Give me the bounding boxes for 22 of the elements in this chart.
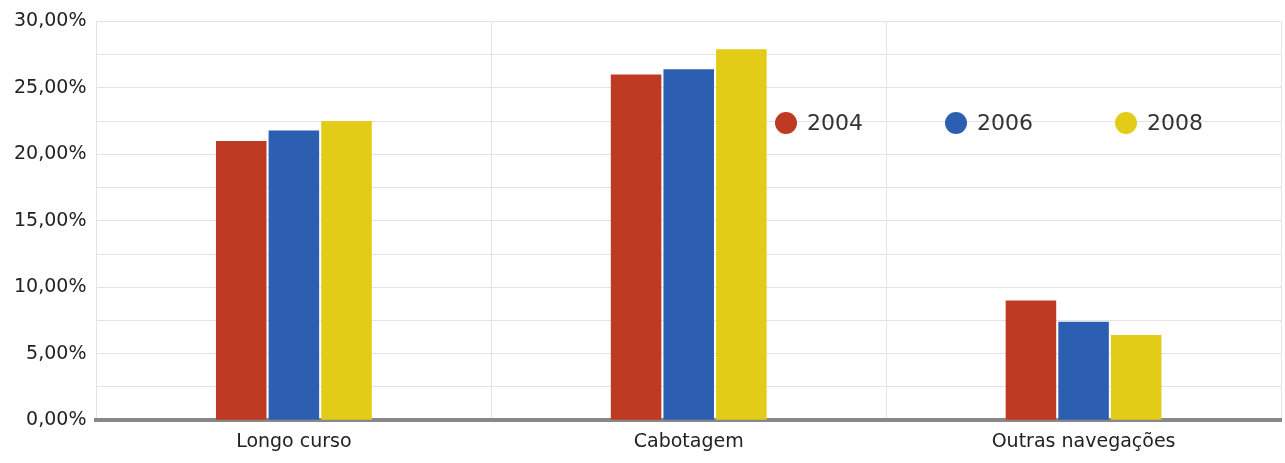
y-tick-label: 30,00% — [13, 8, 87, 31]
bar — [610, 74, 662, 420]
bar — [321, 121, 372, 420]
x-tick-label: Longo curso — [236, 428, 352, 451]
bar — [1005, 300, 1057, 420]
y-tick-label: 0,00% — [26, 407, 87, 430]
y-tick-label: 15,00% — [13, 207, 87, 230]
x-tick-label: Cabotagem — [633, 428, 744, 451]
bar — [1110, 335, 1162, 420]
legend-label: 2004 — [807, 110, 863, 135]
legend-label: 2008 — [1147, 110, 1203, 135]
y-tick-label: 20,00% — [13, 141, 87, 164]
bar — [716, 49, 767, 420]
bar — [1058, 321, 1109, 420]
y-tick-label: 10,00% — [13, 274, 87, 297]
y-tick-label: 25,00% — [13, 74, 87, 97]
legend-label: 2006 — [977, 110, 1033, 135]
x-tick-label: Outras navegações — [991, 428, 1176, 451]
bar — [268, 130, 320, 420]
y-tick-label: 5,00% — [26, 340, 87, 363]
bar — [215, 141, 267, 420]
bar — [663, 69, 714, 420]
